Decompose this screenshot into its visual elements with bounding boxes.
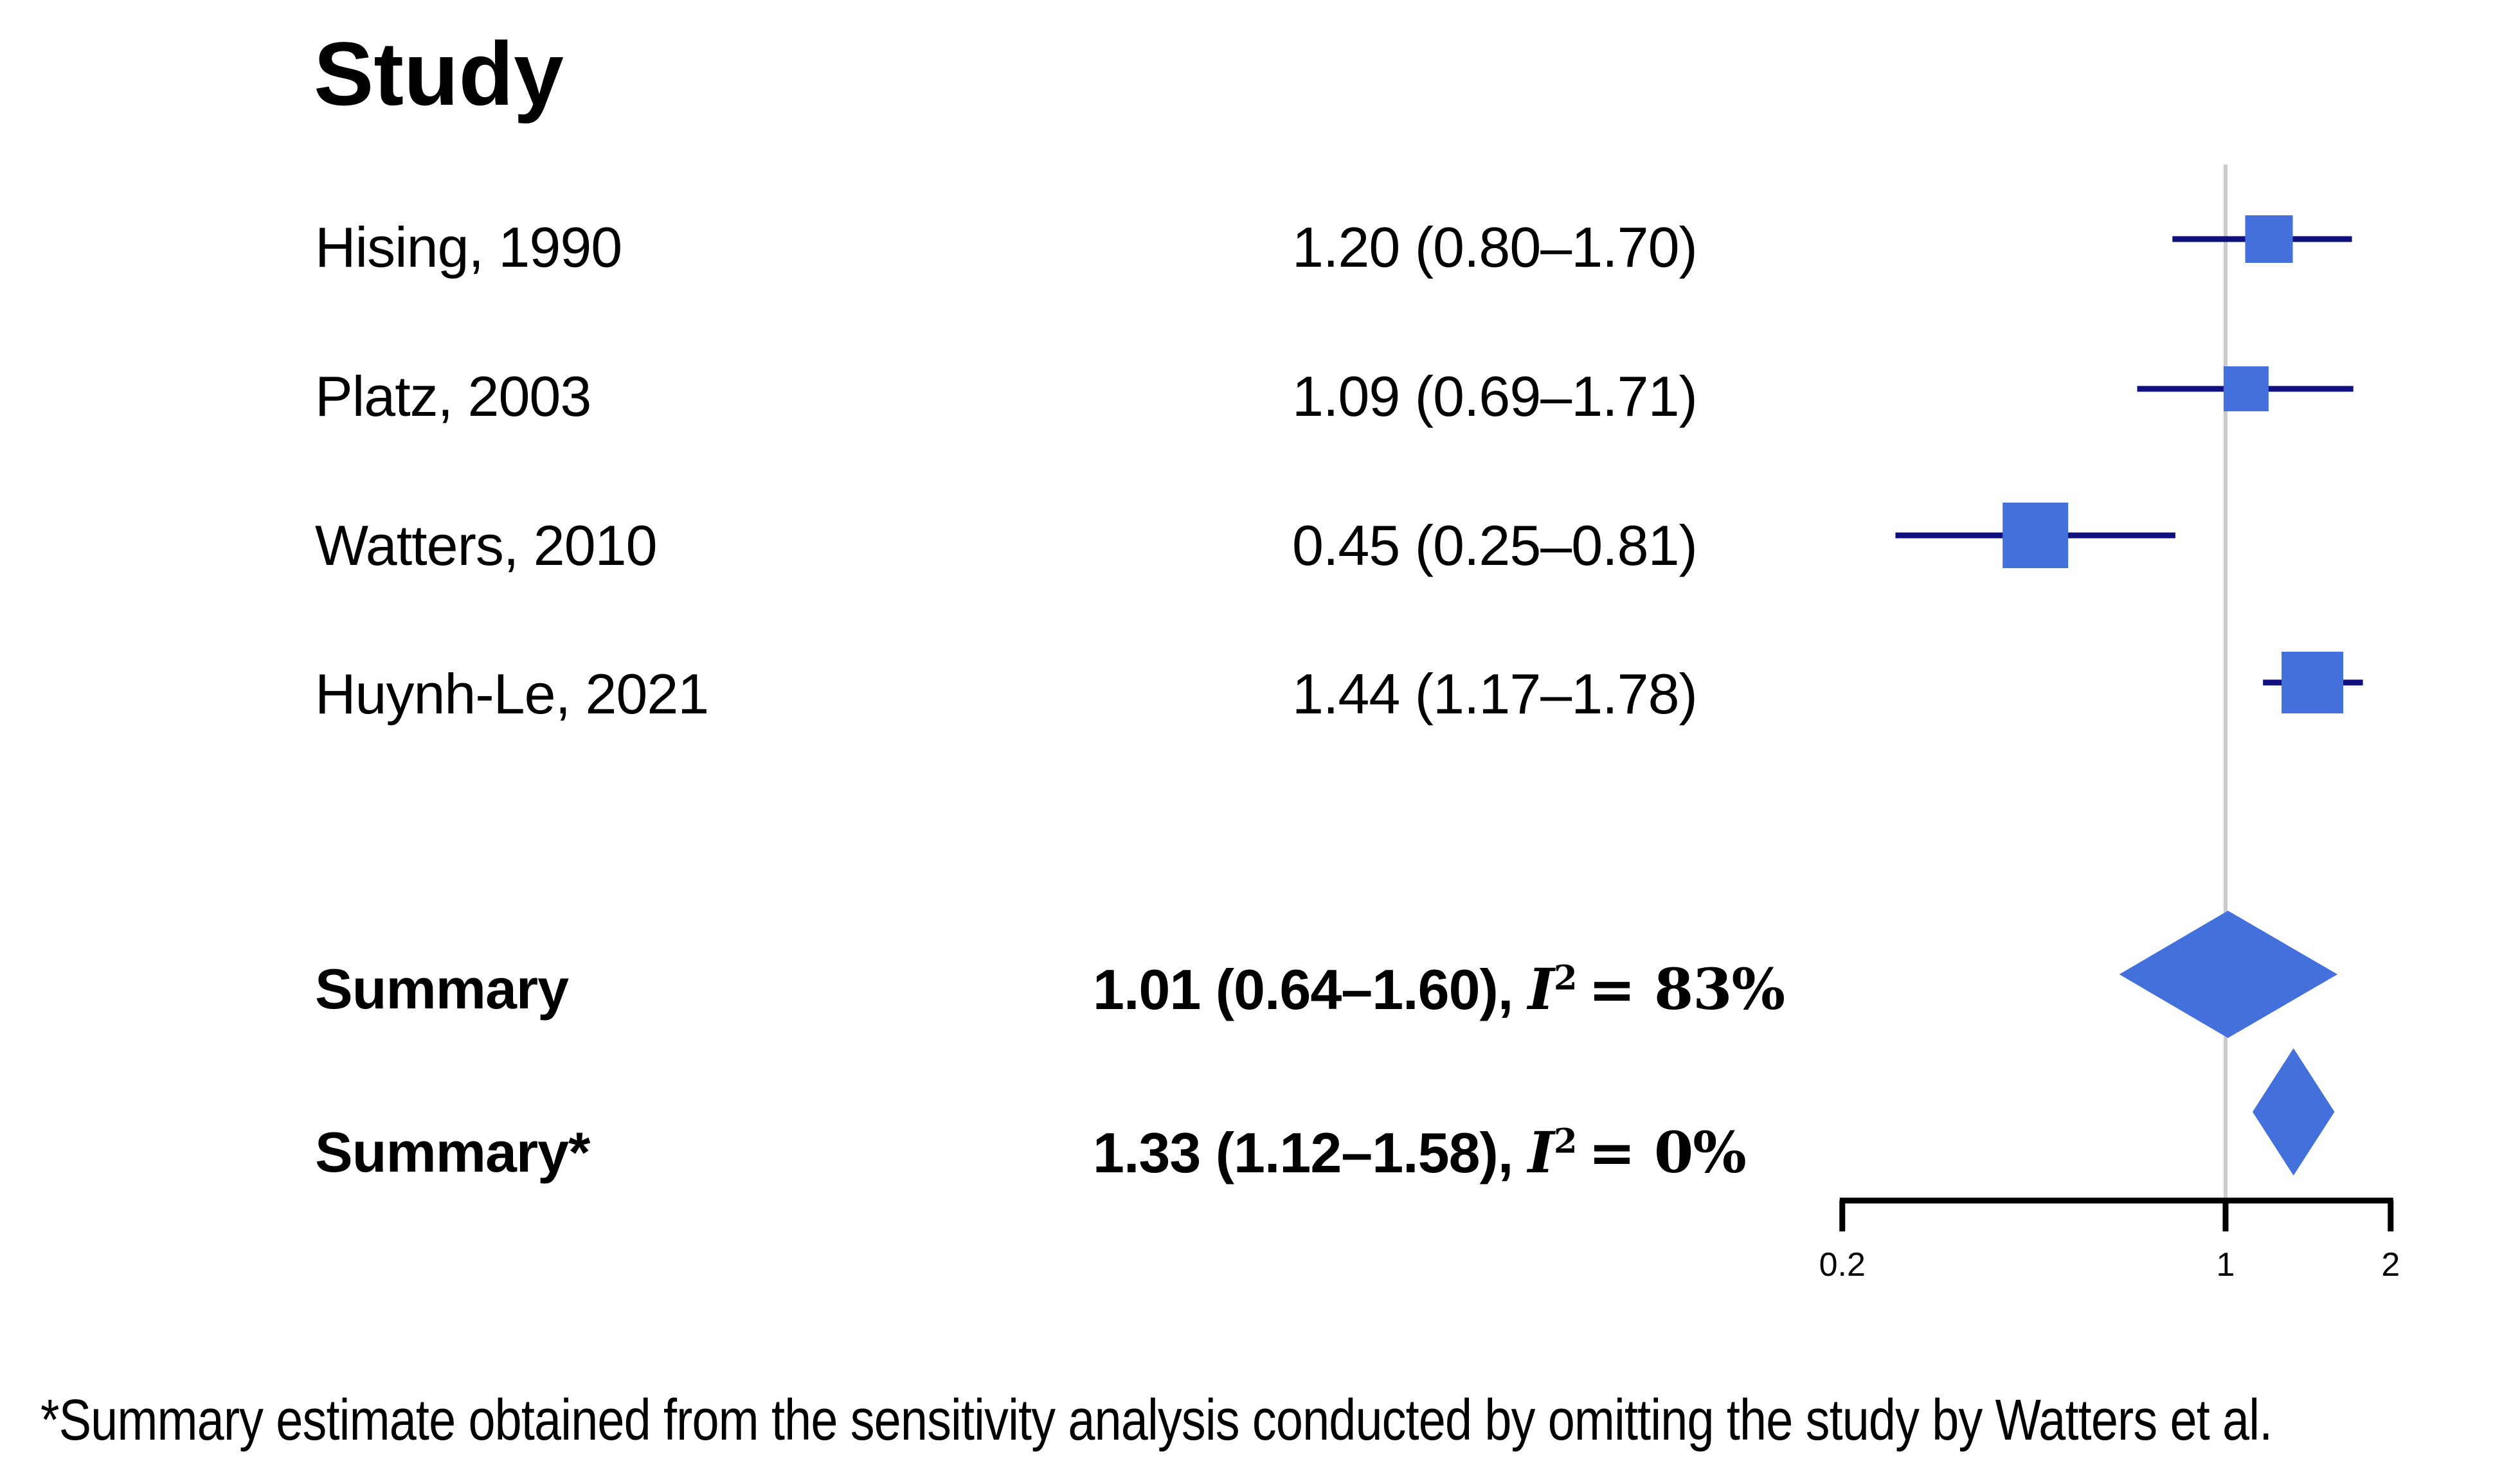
estimate-square [2245, 215, 2293, 263]
x-axis-tick-label: 1 [2217, 1246, 2235, 1283]
summary-diamond [2119, 911, 2338, 1038]
study-label: Huynh-Le, 2021 [315, 662, 709, 726]
summary-ci-value: 1.33 (1.12–1.58), [1093, 1121, 1513, 1184]
study-label: Watters, 2010 [315, 514, 658, 577]
study-estimate-text: 1.44 (1.17–1.78) [1292, 662, 1698, 726]
study-estimate-text: 1.09 (0.69–1.71) [1292, 364, 1698, 428]
page-title: Study [314, 23, 564, 124]
summary-diamond [2252, 1048, 2335, 1176]
i-squared-value: = 0% [1588, 1119, 1747, 1186]
study-label: Hising, 1990 [315, 215, 622, 279]
study-estimate-text: 0.45 (0.25–0.81) [1292, 514, 1698, 577]
x-axis-tick-label: 0.2 [1819, 1246, 1866, 1283]
x-axis-tick-label: 2 [2381, 1246, 2400, 1283]
summary-estimate-text: 1.33 (1.12–1.58), I2 = 0% [1093, 1119, 1747, 1186]
i-squared-text: I2 = 0% [1527, 1119, 1747, 1186]
study-estimate-text: 1.20 (0.80–1.70) [1292, 215, 1698, 279]
estimate-square [2003, 503, 2069, 568]
study-label: Platz, 2003 [315, 364, 591, 428]
estimate-square [2223, 366, 2269, 411]
summary-label: Summary* [315, 1120, 590, 1184]
estimate-square [2282, 652, 2344, 713]
i-superscript: 2 [1553, 1121, 1578, 1161]
summary-estimate-text: 1.01 (0.64–1.60), I2 = 83% [1093, 956, 1785, 1023]
i-symbol: I [1527, 1119, 1554, 1186]
i-squared-value: = 83% [1588, 956, 1785, 1023]
footnote: *Summary estimate obtained from the sens… [40, 1388, 2272, 1453]
summary-label: Summary [315, 957, 569, 1021]
i-superscript: 2 [1553, 958, 1578, 998]
summary-ci-value: 1.01 (0.64–1.60), [1093, 958, 1513, 1021]
i-symbol: I [1527, 956, 1554, 1023]
i-squared-text: I2 = 83% [1528, 956, 1785, 1023]
